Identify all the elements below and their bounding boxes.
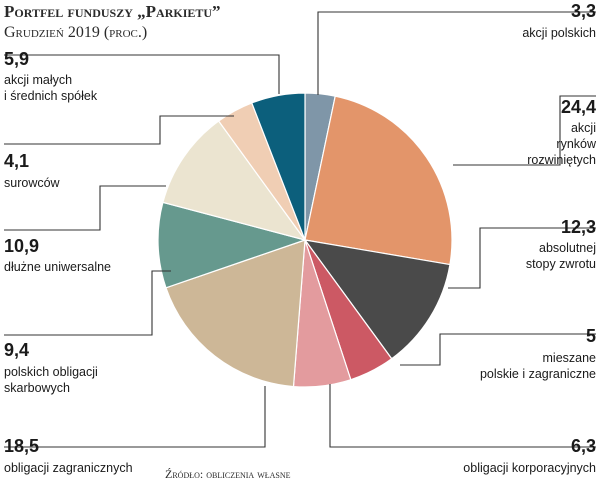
leader-line: [4, 115, 234, 145]
slice-label: akcji polskich: [522, 26, 596, 40]
slice-value: 9,4: [4, 340, 29, 360]
slice-label: akcji rynków rozwiniętych: [527, 121, 597, 167]
slice-value: 24,4: [561, 97, 596, 117]
slice-value: 5,9: [4, 49, 29, 69]
slice-label: absolutnej stopy zwrotu: [526, 241, 596, 271]
slice-label: polskich obligacji skarbowych: [4, 365, 98, 395]
slice-value: 10,9: [4, 236, 39, 256]
leader-line: [448, 227, 596, 289]
leader-line: [400, 333, 596, 366]
slice-label: obligacji korporacyjnych: [463, 461, 596, 475]
leader-line: [329, 384, 596, 448]
slice-label: mieszane polskie i zagraniczne: [480, 351, 596, 381]
slice-label: obligacji zagranicznych: [4, 461, 133, 475]
slice-value: 5: [586, 326, 596, 346]
leader-line: [4, 270, 171, 336]
slice-label: surowców: [4, 176, 61, 190]
slice-value: 6,3: [571, 436, 596, 456]
leader-line: [317, 11, 596, 95]
slice-value: 4,1: [4, 151, 29, 171]
pie-slice: [303, 239, 451, 360]
pie-slices: [157, 92, 453, 388]
chart-source: Źródło: obliczenia własne: [165, 467, 291, 481]
slice-value: 18,5: [4, 436, 39, 456]
pie-slice: [162, 120, 307, 242]
leader-line: [4, 54, 280, 94]
leader-line: [4, 185, 166, 231]
slice-label: akcji małych i średnich spółek: [4, 73, 98, 103]
chart-subtitle: Grudzień 2019 (proc.): [4, 24, 147, 41]
leader-lines: [4, 11, 596, 448]
chart-title: Portfel funduszy „Parkietu”: [4, 2, 221, 21]
pie-slice: [165, 239, 306, 388]
pie-slice: [157, 201, 308, 289]
slice-label: dłużne uniwersalne: [4, 260, 111, 274]
pie-slice: [251, 92, 306, 241]
leader-line: [453, 95, 596, 166]
leader-line: [4, 386, 266, 448]
slice-value: 3,3: [571, 1, 596, 21]
slice-annotations: 3,3 akcji polskich 24,4 akcji rynków rozwinię…: [4, 1, 597, 475]
pie-slice: [304, 95, 453, 266]
slice-value: 12,3: [561, 217, 596, 237]
